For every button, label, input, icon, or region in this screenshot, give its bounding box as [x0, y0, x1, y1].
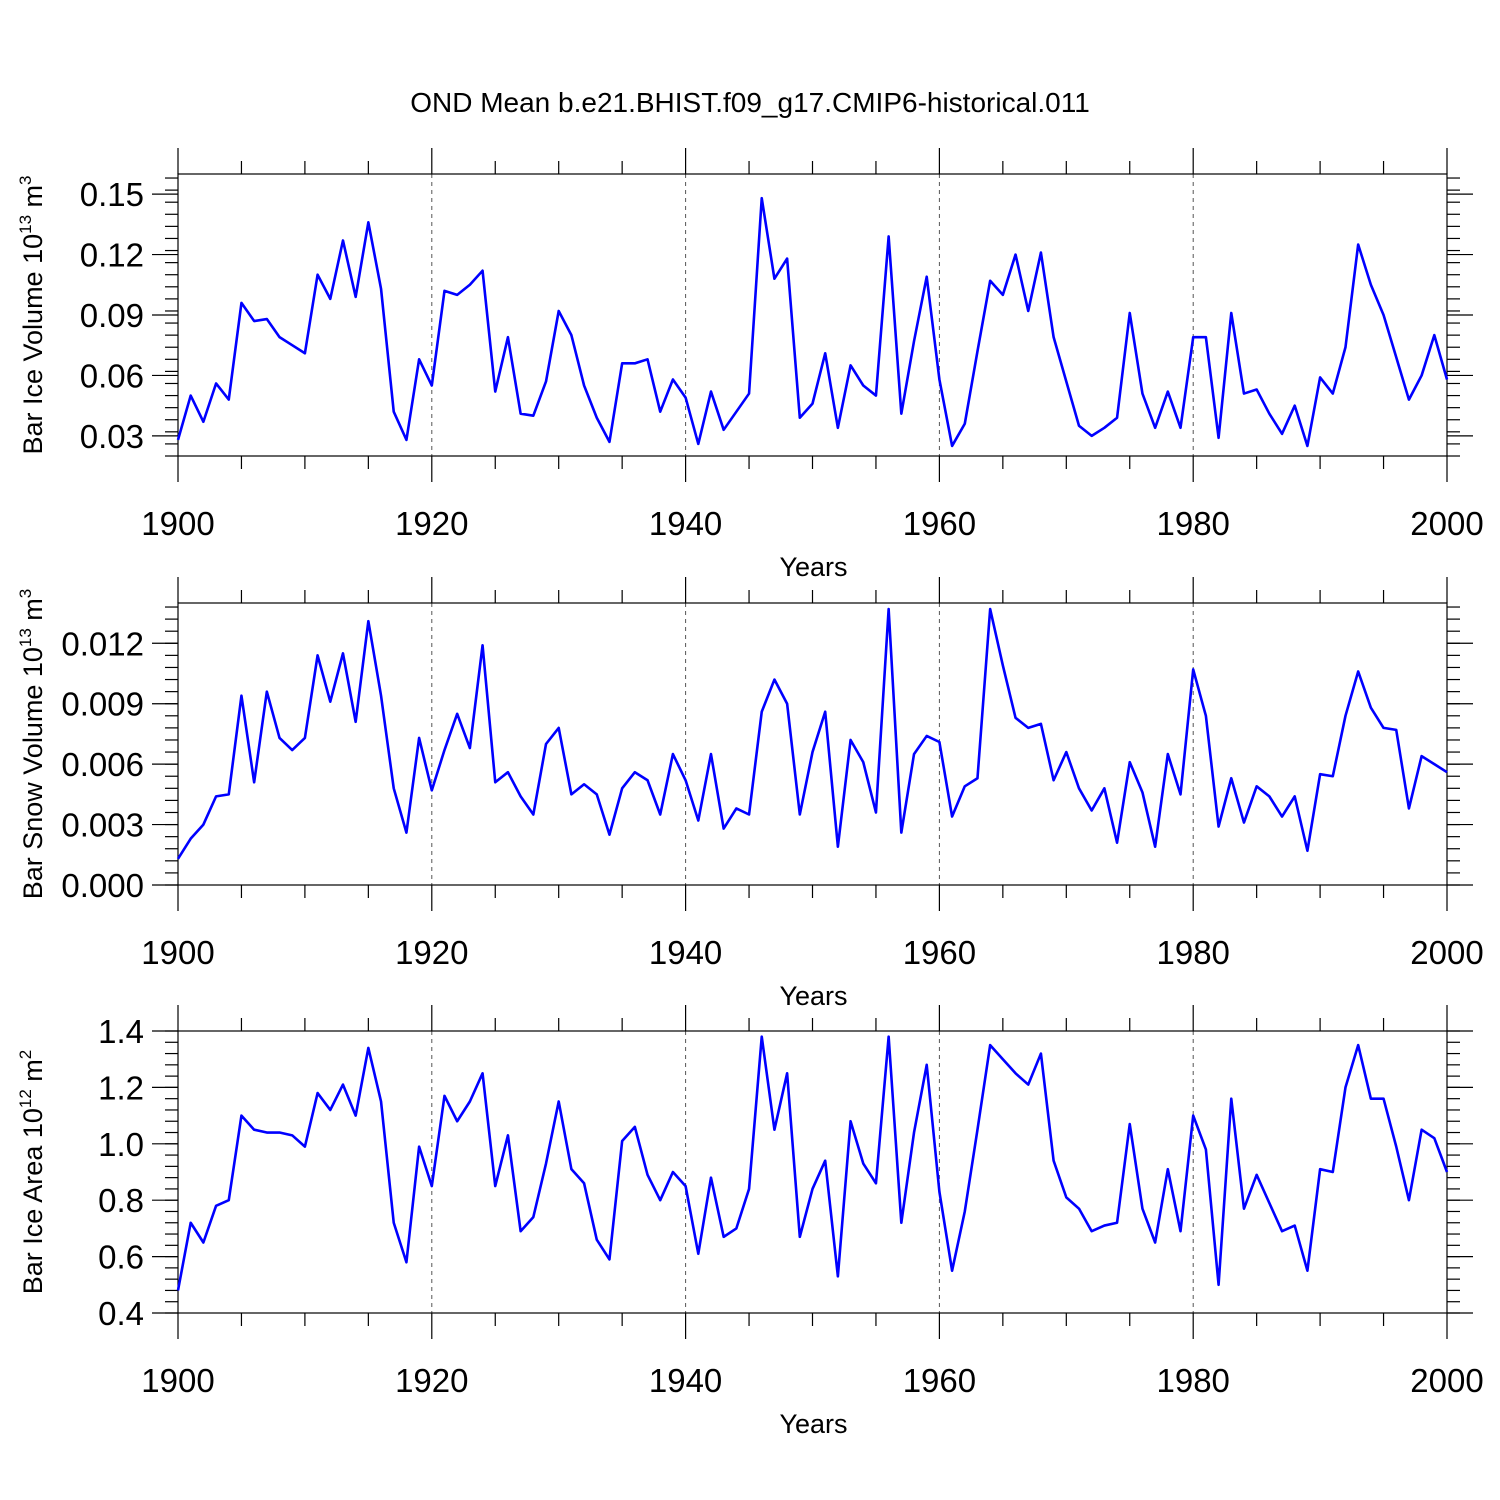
x-tick-label: 1900 — [141, 934, 214, 971]
x-tick-label: 1900 — [141, 1362, 214, 1399]
y-tick-label: 0.09 — [80, 297, 144, 334]
x-axis-label: Years — [779, 1409, 847, 1439]
x-tick-label: 1980 — [1156, 934, 1229, 971]
x-tick-label: 1960 — [903, 934, 976, 971]
x-tick-label: 2000 — [1410, 505, 1483, 542]
series-line — [176, 1035, 1449, 1291]
panel-2: 0.000 0.003 0.006 0.009 0.012 1900 1920 1940 196… — [16, 577, 1484, 1011]
x-tick-label: 1940 — [649, 505, 722, 542]
y-axis-label: Bar Snow Volume 1013 m3 — [16, 589, 48, 900]
y-tick-label: 0.009 — [61, 686, 144, 723]
x-tick-label: 1940 — [649, 1362, 722, 1399]
x-tick-label: 2000 — [1410, 1362, 1483, 1399]
y-tick-label: 0.03 — [80, 418, 144, 455]
y-tick-label: 0.06 — [80, 357, 144, 394]
y-tick-label: 1.4 — [98, 1013, 144, 1050]
panel-1: 0.03 0.06 0.09 0.12 0.15 1900 1920 1940 1960 1980… — [16, 148, 1484, 582]
x-axis-label: Years — [779, 552, 847, 582]
plot-frame — [177, 173, 1448, 457]
y-tick-label: 0.12 — [80, 237, 144, 274]
series-line — [176, 607, 1448, 860]
x-tick-label: 1980 — [1156, 1362, 1229, 1399]
figure-title: OND Mean b.e21.BHIST.f09_g17.CMIP6-histo… — [410, 87, 1090, 118]
y-tick-label: 0.15 — [80, 176, 144, 213]
y-tick-label: 1.0 — [98, 1126, 144, 1163]
x-tick-label: 1920 — [395, 505, 468, 542]
y-tick-label: 0.4 — [98, 1295, 144, 1332]
y-axis-label: Bar Ice Area 1012 m2 — [16, 1050, 48, 1295]
x-tick-label: 1960 — [903, 1362, 976, 1399]
panel-3: 0.4 0.6 0.8 1.0 1.2 1.4 1900 1920 1940 1960 1980 20… — [16, 1005, 1484, 1439]
y-tick-label: 0.006 — [61, 746, 144, 783]
x-tick-label: 2000 — [1410, 934, 1483, 971]
x-tick-label: 1920 — [395, 934, 468, 971]
plot-frame — [177, 602, 1448, 886]
y-tick-label: 0.012 — [61, 625, 144, 662]
y-tick-label: 0.003 — [61, 807, 144, 844]
plot-frame — [177, 1030, 1448, 1314]
y-tick-label: 0.8 — [98, 1182, 144, 1219]
y-tick-label: 0.000 — [61, 867, 144, 904]
x-tick-label: 1900 — [141, 505, 214, 542]
x-tick-label: 1920 — [395, 1362, 468, 1399]
series-line — [176, 196, 1449, 448]
x-tick-label: 1980 — [1156, 505, 1229, 542]
x-tick-label: 1960 — [903, 505, 976, 542]
y-tick-label: 1.2 — [98, 1069, 144, 1106]
x-axis-label: Years — [779, 981, 847, 1011]
x-tick-label: 1940 — [649, 934, 722, 971]
y-axis-label: Bar Ice Volume 1013 m3 — [16, 175, 48, 454]
panels: 0.03 0.06 0.09 0.12 0.15 1900 1920 1940 1960 1980… — [16, 148, 1484, 1439]
y-tick-label: 0.6 — [98, 1239, 144, 1276]
